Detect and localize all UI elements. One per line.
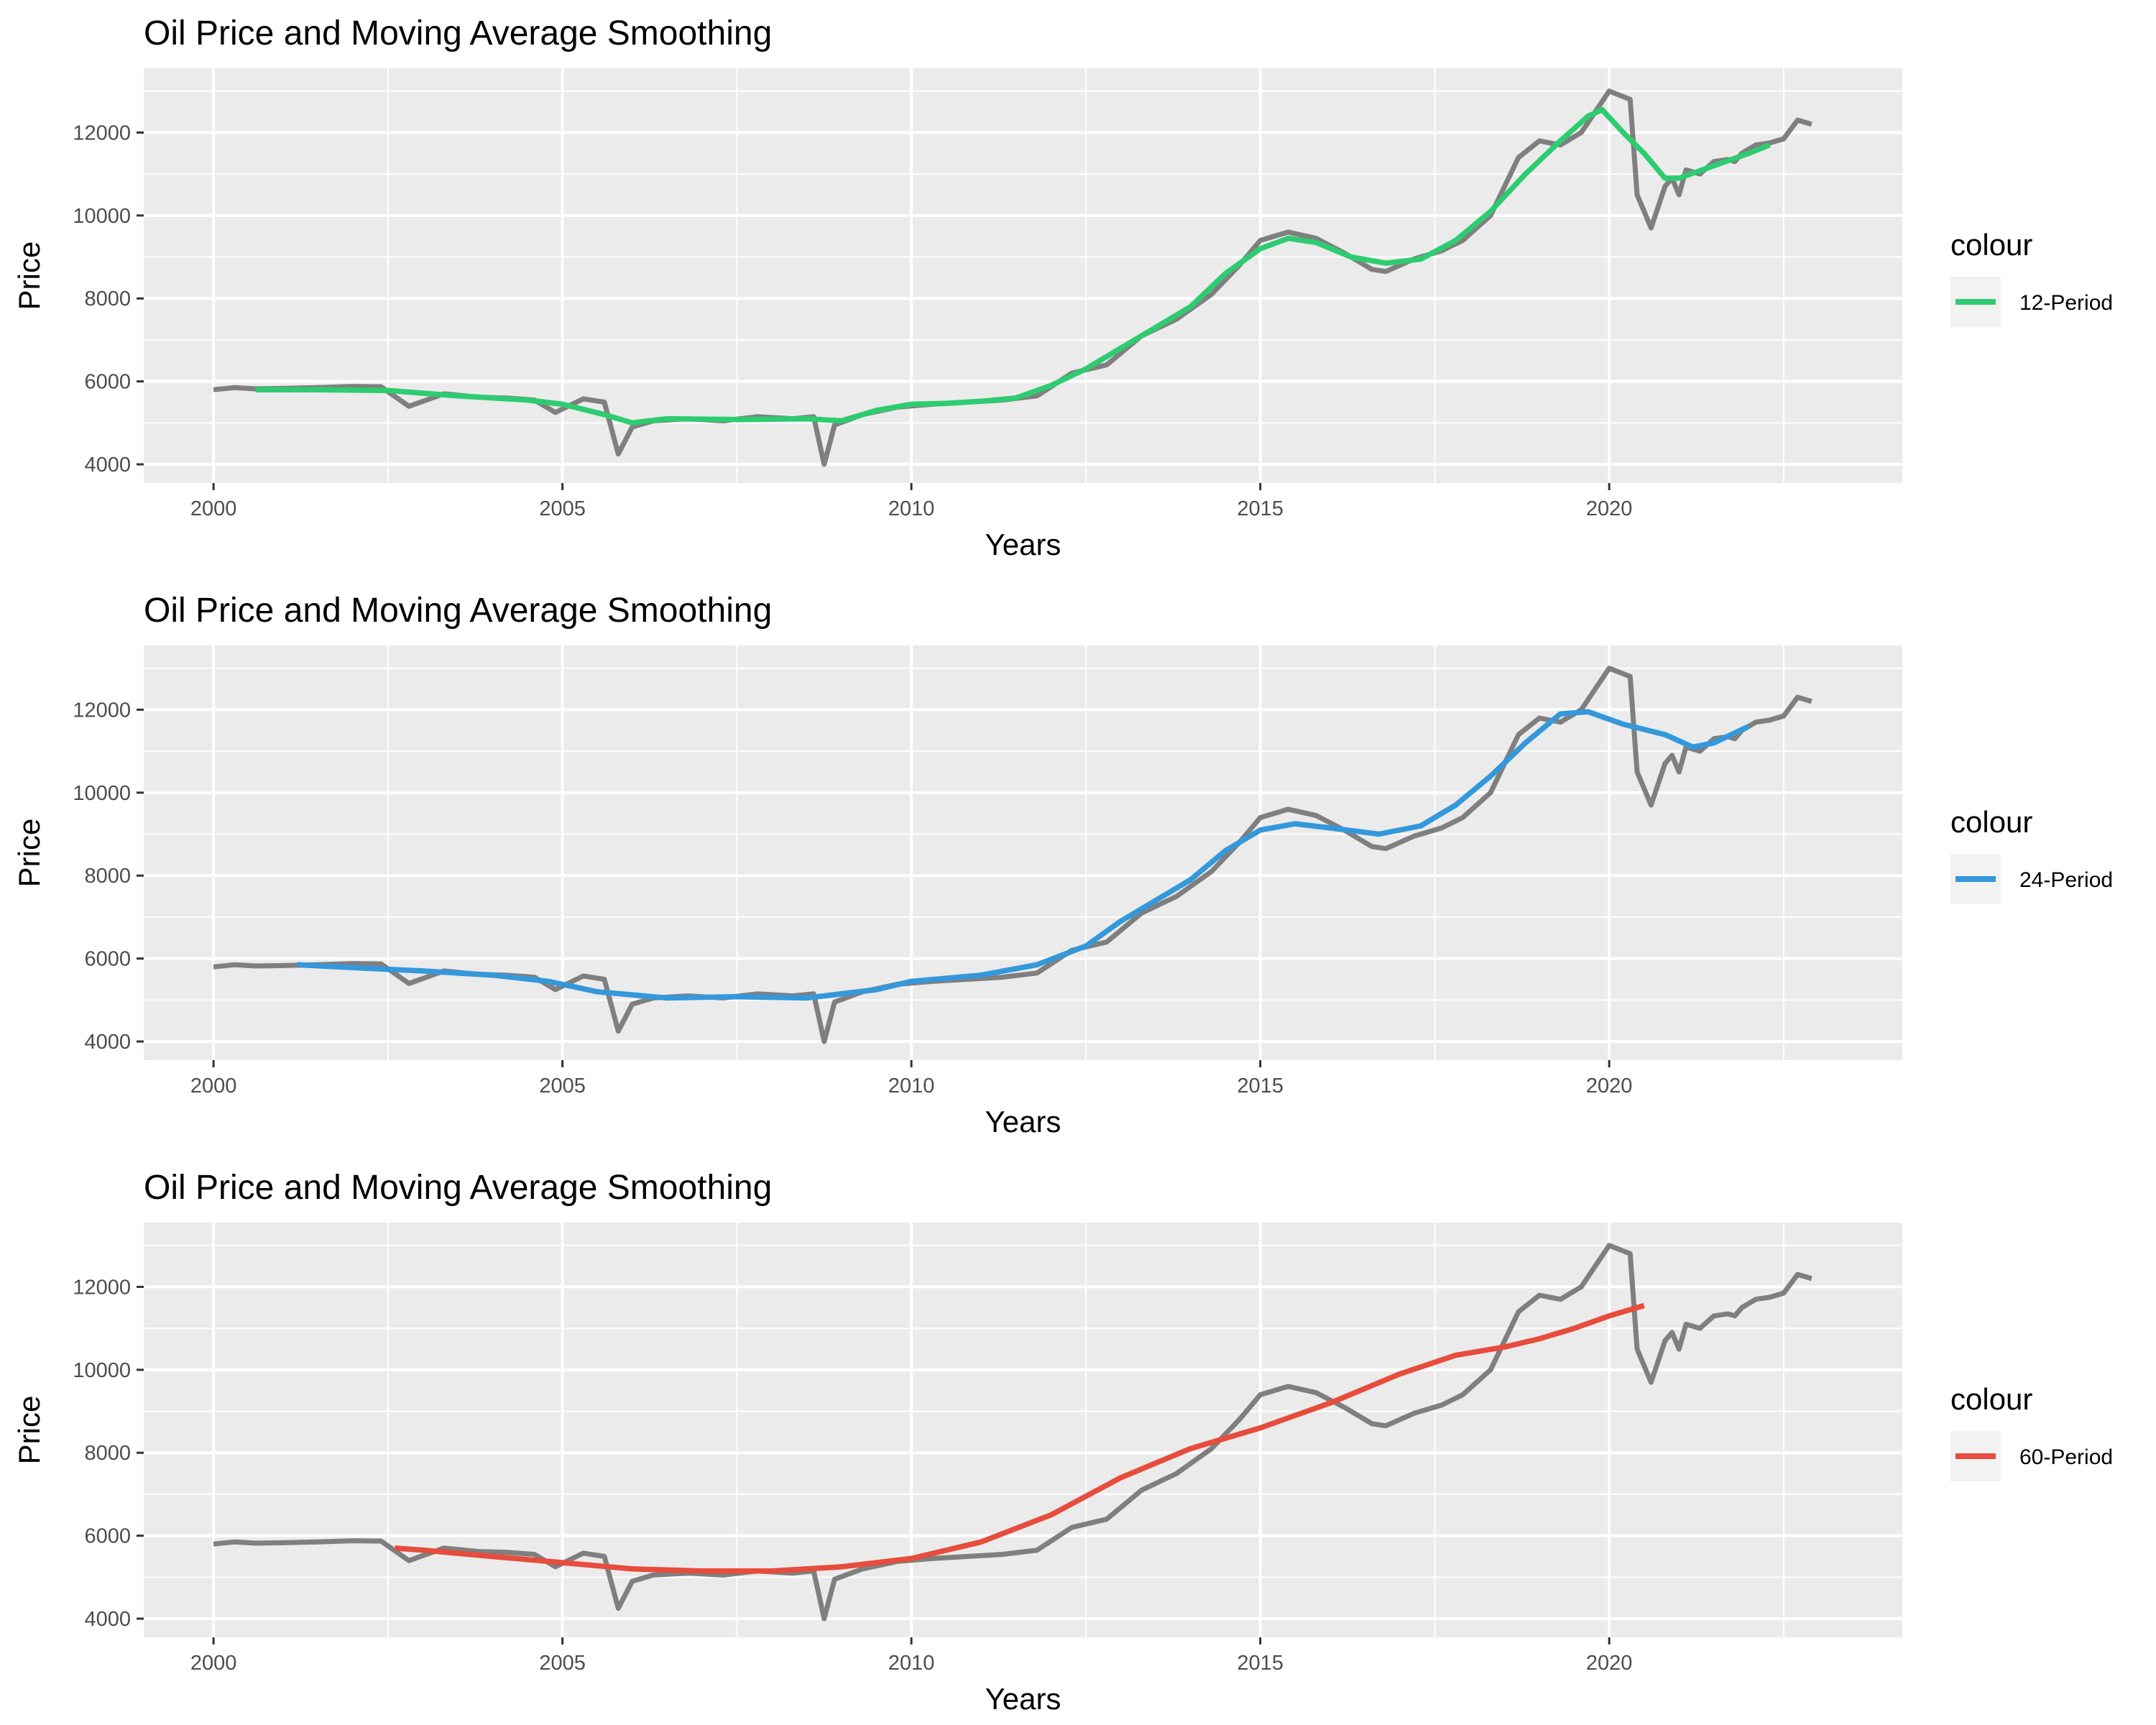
x-tick-label: 2000 <box>190 1652 237 1675</box>
x-tick-label: 2010 <box>888 1075 935 1098</box>
y-tick-label: 4000 <box>84 1608 131 1631</box>
chart-panel-12-period: Oil Price and Moving Average Smoothing 20… <box>12 14 2113 561</box>
y-axis-title: Price <box>12 819 46 888</box>
y-tick-label: 10000 <box>73 782 131 805</box>
moving-average-series-line <box>297 709 1751 1001</box>
y-tick-label: 12000 <box>73 699 131 722</box>
x-tick-label: 2005 <box>539 1075 586 1098</box>
chart-title: Oil Price and Moving Average Smoothing <box>144 592 772 630</box>
x-axis-title: Years <box>985 1682 1061 1716</box>
legend: colour 60-Period <box>1950 1382 2113 1481</box>
y-tick-label: 8000 <box>84 1442 131 1465</box>
x-tick-label: 2000 <box>190 497 237 520</box>
x-tick-label: 2010 <box>888 497 935 520</box>
chart-title: Oil Price and Moving Average Smoothing <box>144 14 772 52</box>
y-tick-label: 6000 <box>84 948 131 971</box>
x-tick-label: 2020 <box>1586 1075 1633 1098</box>
x-tick-label: 2005 <box>539 1652 586 1675</box>
x-tick-label: 2020 <box>1586 497 1633 520</box>
chart-title: Oil Price and Moving Average Smoothing <box>144 1169 772 1207</box>
plot-panel-background <box>144 1223 1902 1637</box>
moving-average-series-line <box>255 106 1771 426</box>
plot-panel-background <box>144 68 1902 483</box>
y-tick-label: 10000 <box>73 1359 131 1382</box>
legend: colour 12-Period <box>1950 228 2113 327</box>
y-tick-label: 6000 <box>84 1525 131 1548</box>
x-tick-label: 2015 <box>1237 1075 1284 1098</box>
y-axis-title: Price <box>12 1396 46 1465</box>
y-tick-label: 4000 <box>84 1031 131 1054</box>
y-tick-label: 8000 <box>84 288 131 310</box>
y-tick-label: 4000 <box>84 454 131 477</box>
x-tick-label: 2020 <box>1586 1652 1633 1675</box>
legend: colour 24-Period <box>1950 805 2113 904</box>
chart-panel-24-period: Oil Price and Moving Average Smoothing 20… <box>12 592 2113 1138</box>
x-axis-title: Years <box>985 528 1061 561</box>
legend-entry-label: 24-Period <box>2019 868 2113 892</box>
x-axis-title: Years <box>985 1105 1061 1138</box>
y-axis-title: Price <box>12 242 46 310</box>
legend-title: colour <box>1950 805 2032 839</box>
chart-panel-60-period: Oil Price and Moving Average Smoothing 20… <box>12 1169 2113 1716</box>
x-tick-label: 2015 <box>1237 1652 1284 1675</box>
y-tick-label: 12000 <box>73 1276 131 1299</box>
x-tick-label: 2015 <box>1237 497 1284 520</box>
y-tick-label: 6000 <box>84 371 131 394</box>
y-tick-label: 10000 <box>73 205 131 228</box>
legend-title: colour <box>1950 228 2032 262</box>
legend-title: colour <box>1950 1382 2032 1416</box>
x-tick-label: 2005 <box>539 497 586 520</box>
legend-entry-label: 60-Period <box>2019 1445 2113 1469</box>
moving-average-series-line <box>395 1302 1645 1574</box>
legend-entry-label: 12-Period <box>2019 291 2113 315</box>
x-tick-label: 2010 <box>888 1652 935 1675</box>
plot-panel-background <box>144 645 1902 1060</box>
y-tick-label: 12000 <box>73 121 131 144</box>
x-tick-label: 2000 <box>190 1075 237 1098</box>
y-tick-label: 8000 <box>84 865 131 888</box>
